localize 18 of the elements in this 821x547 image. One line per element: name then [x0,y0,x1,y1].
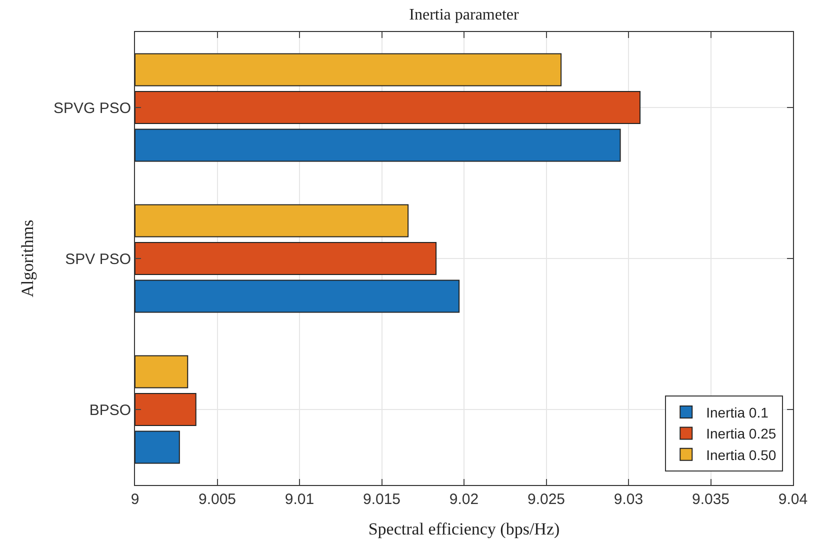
x-axis-title: Spectral efficiency (bps/Hz) [368,519,560,538]
x-tick-label: 9.04 [778,491,808,508]
x-tick-label: 9.025 [527,491,566,508]
chart-title: Inertia parameter [409,6,520,24]
x-tick-label: 9.035 [692,491,730,508]
y-tick-label: SPVG PSO [53,100,131,117]
x-tick-label: 9.005 [198,491,236,508]
y-axis-title: Algorithms [18,220,38,298]
x-tick-label: 9.015 [362,491,401,508]
legend-label: Inertia 0.50 [706,446,776,463]
x-tick-label: 9.01 [284,491,314,508]
legend-label: Inertia 0.1 [706,404,769,420]
x-tick-label: 9.02 [449,491,479,508]
legend-label: Inertia 0.25 [706,426,776,442]
x-tick-label: 9 [130,491,140,508]
x-tick-label: 9.03 [614,491,644,508]
y-tick-label: BPSO [89,402,131,419]
y-tick-label: SPV PSO [65,250,131,268]
